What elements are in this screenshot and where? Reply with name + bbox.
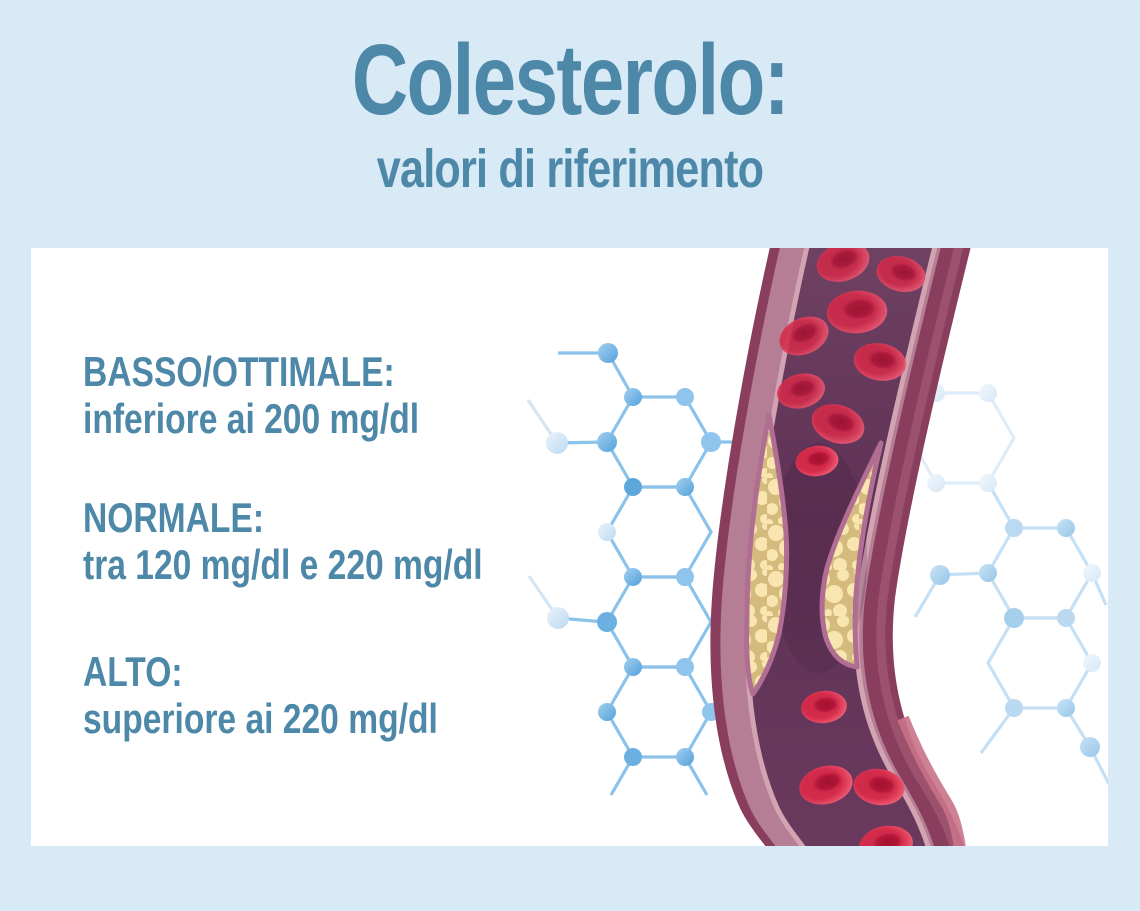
artery-cross-section (710, 248, 971, 846)
plaque-right (819, 440, 884, 670)
molecule-node (624, 568, 642, 586)
molecule-bond (556, 351, 733, 796)
molecule-node (546, 432, 568, 454)
molecule-node (979, 474, 997, 492)
page-subtitle: valori di riferimento (376, 139, 764, 199)
value-label: NORMALE: (83, 494, 265, 541)
plaque-left (744, 412, 790, 697)
artery-illustration (526, 248, 1108, 846)
value-text: tra 120 mg/dl e 220 mg/dl (83, 541, 483, 588)
molecule-pattern-right (908, 384, 1108, 786)
molecule-hexagon (986, 526, 1094, 620)
content-card: BASSO/OTTIMALE: inferiore ai 200 mg/dl N… (31, 248, 1108, 846)
value-label: BASSO/OTTIMALE: (83, 348, 395, 395)
molecule-hexagon (605, 395, 713, 489)
molecule-node (1005, 699, 1023, 717)
molecule-node (1057, 699, 1075, 717)
molecule-node (598, 343, 618, 363)
molecule-node (676, 388, 694, 406)
molecule-node (701, 432, 721, 452)
molecule-node (676, 658, 694, 676)
molecule-node (930, 565, 950, 585)
molecule-node (597, 432, 617, 452)
page-title: Colesterolo: (351, 24, 790, 136)
molecule-hexagon (605, 575, 713, 669)
molecule-node (547, 607, 569, 629)
molecule-node (927, 474, 945, 492)
value-block-basso: BASSO/OTTIMALE: inferiore ai 200 mg/dl (83, 348, 579, 442)
molecule-node (598, 703, 616, 721)
artery-wall-sheen-bright (897, 715, 966, 846)
molecule-node (676, 478, 694, 496)
header: Colesterolo: valori di riferimento (0, 0, 1140, 248)
molecule-node (1004, 608, 1024, 628)
molecule-bond (913, 482, 1108, 786)
molecule-node (598, 523, 616, 541)
molecule-node (1005, 519, 1023, 537)
molecule-node (1057, 609, 1075, 627)
molecule-node (624, 748, 642, 766)
molecule-hexagon (986, 616, 1094, 710)
value-block-normale: NORMALE: tra 120 mg/dl e 220 mg/dl (83, 494, 579, 588)
molecule-node (597, 612, 617, 632)
molecule-hexagon (605, 485, 713, 579)
molecule-pattern-left (526, 343, 733, 796)
molecule-node (1083, 564, 1101, 582)
molecule-node (624, 478, 642, 496)
value-block-alto: ALTO: superiore ai 220 mg/dl (83, 648, 579, 742)
molecule-node (676, 568, 694, 586)
molecule-node (624, 658, 642, 676)
molecule-node (624, 388, 642, 406)
molecule-node (1057, 519, 1075, 537)
molecule-hexagon (605, 665, 713, 759)
value-text: inferiore ai 200 mg/dl (83, 395, 420, 442)
molecule-node (1080, 737, 1100, 757)
artery-wall-sheen (876, 248, 964, 846)
molecule-node (1083, 654, 1101, 672)
molecule-node (979, 384, 997, 402)
molecule-node (979, 564, 997, 582)
molecule-node (676, 748, 694, 766)
value-text: superiore ai 220 mg/dl (83, 695, 438, 742)
value-label: ALTO: (83, 648, 183, 695)
